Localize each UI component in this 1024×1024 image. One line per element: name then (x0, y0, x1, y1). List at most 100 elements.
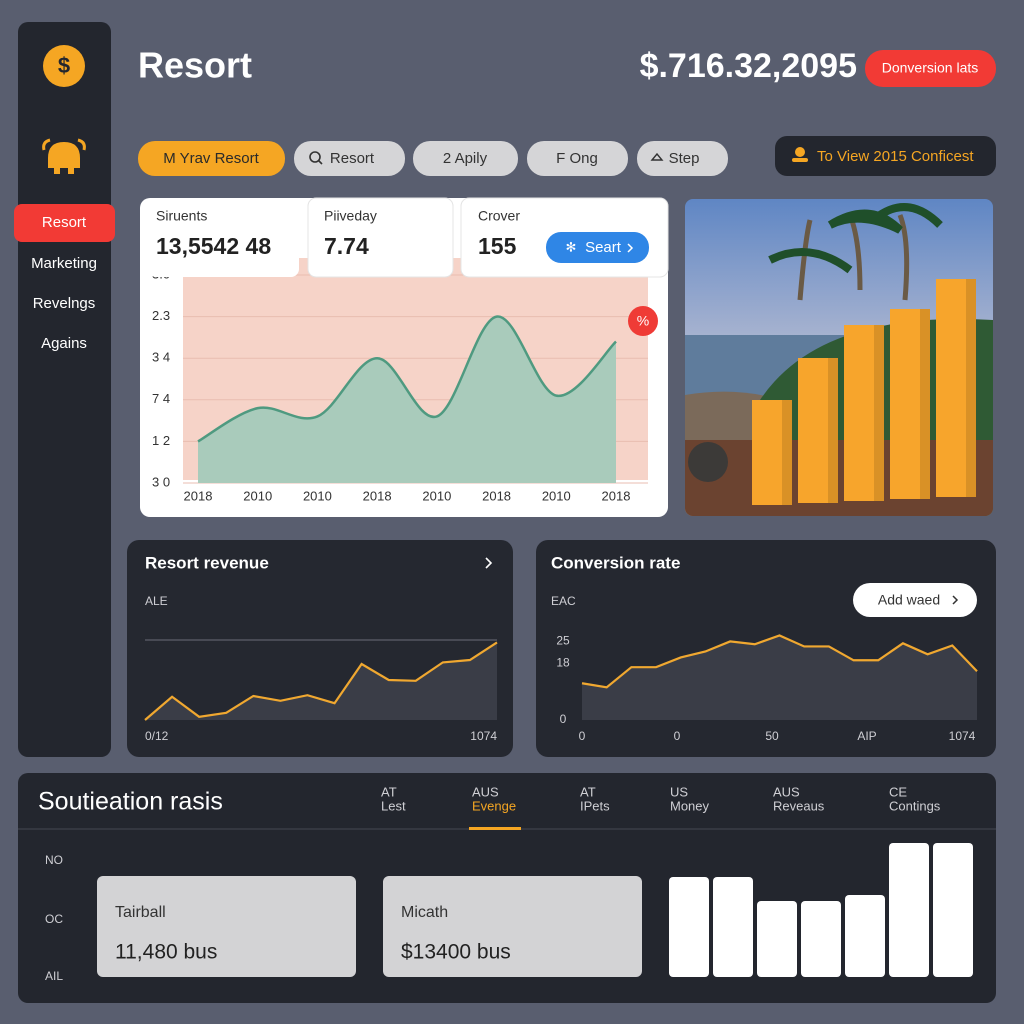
card-title: Resort revenue (145, 553, 269, 572)
panel-title: Soutieation rasis (38, 788, 223, 816)
y-label: NO (45, 853, 63, 867)
x-tick-label: 0 (674, 729, 681, 743)
bar (889, 843, 929, 977)
nav-item[interactable]: Marketing (31, 255, 97, 272)
line (144, 641, 498, 721)
y-tick-label: 7 4 (152, 391, 170, 406)
bar-shade (782, 400, 792, 505)
badge (628, 306, 658, 336)
tab-top: AUS (773, 784, 800, 799)
info-card (97, 876, 356, 977)
x-tick-label: 2018 (482, 488, 511, 503)
tab-top: AT (381, 784, 397, 799)
bar-shade (920, 309, 930, 499)
add-button[interactable] (853, 583, 977, 617)
y-label: AIL (45, 969, 63, 983)
x-tick-label: 50 (765, 729, 779, 743)
bar (801, 901, 841, 977)
x-tick-label: 0 (579, 729, 586, 743)
stat-button-text[interactable]: Seart (585, 239, 622, 256)
view-icon (792, 158, 808, 162)
filter-text[interactable]: 2 Apily (443, 150, 488, 167)
filter-active[interactable] (138, 141, 285, 176)
snow-icon: ✻ (566, 239, 577, 254)
logo (43, 45, 85, 87)
step-icon (650, 152, 664, 161)
axis-label: EAC (551, 594, 576, 608)
page-title: Resort (138, 45, 252, 86)
x-tick-label: 2018 (184, 488, 213, 503)
filter-text[interactable]: Resort (330, 150, 375, 167)
card-title: Conversion rate (551, 553, 680, 572)
bar (713, 877, 753, 977)
bar (757, 901, 797, 977)
chevron[interactable] (485, 557, 493, 569)
x-tick-label: 2010 (303, 488, 332, 503)
x-tick-label: 1074 (470, 729, 497, 743)
y-label: OC (45, 912, 63, 926)
tab-bottom: Contings (889, 798, 941, 813)
view-button[interactable] (775, 136, 996, 176)
stat-value: 155 (478, 233, 517, 259)
filter-text[interactable]: Step (669, 150, 700, 167)
sidebar-icon (42, 138, 86, 174)
filter-text[interactable]: F Ong (556, 150, 598, 167)
line (197, 315, 617, 443)
revenue-card (127, 540, 513, 757)
add-button-text[interactable]: Add waed (878, 592, 940, 608)
y-tick-label: 3 4 (152, 350, 170, 365)
bar (936, 279, 976, 497)
info-label: Micath (401, 904, 448, 921)
area (198, 316, 616, 483)
filter-text[interactable]: M Yrav Resort (163, 150, 259, 167)
x-tick-label: 2018 (602, 488, 631, 503)
tab-bottom: Money (670, 798, 710, 813)
header-button-text[interactable]: Donversion lats (882, 60, 979, 76)
tab-top: AT (580, 784, 596, 799)
bar (669, 877, 709, 977)
info-label: Tairball (115, 904, 166, 921)
sidebar (18, 22, 111, 757)
tab-bottom: Evenge (472, 798, 516, 813)
x-tick-label: 2010 (542, 488, 571, 503)
x-tick-label: 2018 (363, 488, 392, 503)
tab-bottom: Reveaus (773, 798, 825, 813)
view-button-text[interactable]: To View 2015 Conficest (817, 148, 974, 165)
filter[interactable] (527, 141, 628, 176)
total-amount: $.716.32,2095 (640, 47, 857, 85)
stat-label: Siruents (156, 208, 207, 224)
nav-item[interactable]: Resort (42, 214, 87, 231)
y-tick-label: 3 0 (152, 474, 170, 489)
bar (933, 843, 973, 977)
stat-value: 13,5542 48 (156, 233, 271, 259)
tab-bottom: IPets (580, 798, 610, 813)
tab-top: US (670, 784, 688, 799)
filter[interactable] (413, 141, 518, 176)
y-tick-label: 2.3 (152, 308, 170, 323)
info-card (383, 876, 642, 977)
bar (844, 325, 884, 501)
area (582, 635, 977, 720)
x-tick-label: 0/12 (145, 729, 169, 743)
y-tick-label: 18 (556, 656, 570, 670)
nav-item[interactable]: Revelngs (33, 295, 96, 312)
stat-label: Piiveday (324, 208, 377, 224)
chevron (952, 595, 959, 605)
nav-item[interactable]: Agains (41, 335, 87, 352)
info-value: $13400 bus (401, 941, 511, 964)
stat-card (307, 197, 454, 278)
nav-active[interactable] (14, 204, 115, 242)
y-tick-label: 25 (556, 634, 570, 648)
filter[interactable] (637, 141, 728, 176)
chevron (627, 243, 634, 253)
filter[interactable] (294, 141, 405, 176)
bar (752, 400, 792, 505)
tab-top: CE (889, 784, 907, 799)
bar (845, 895, 885, 977)
header-button[interactable] (865, 50, 996, 87)
stat-button[interactable] (546, 232, 649, 263)
x-tick-label: 2010 (243, 488, 272, 503)
stat-value: 7.74 (324, 233, 369, 259)
tab-bottom: Lest (381, 798, 406, 813)
